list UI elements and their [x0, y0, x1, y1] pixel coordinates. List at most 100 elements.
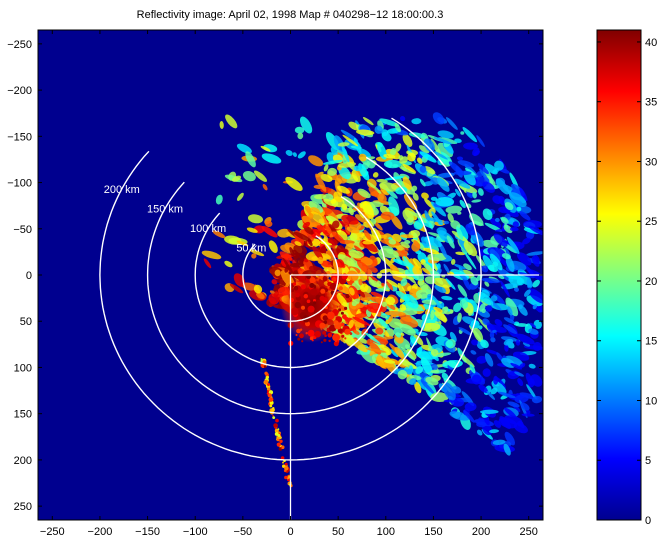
echo-cell [308, 213, 314, 219]
echo-cell [519, 362, 526, 369]
echo-cell [470, 276, 479, 286]
echo-cell [472, 191, 477, 199]
colorbar: 0 5 10 15 20 25 30 35 40 [596, 29, 657, 527]
echo-core-cell [323, 338, 327, 342]
echo-cell [424, 235, 442, 248]
echo-cell [236, 192, 244, 201]
range-ring-overlay: 50 km 100 km 150 km 200 km [99, 117, 543, 520]
echo-cell [314, 193, 327, 200]
echo-cell [464, 402, 477, 412]
echo-core-cell [303, 294, 308, 299]
echo-cell [425, 376, 439, 386]
echo-core-cell [328, 324, 336, 332]
echo-cell [403, 256, 411, 269]
range-ring [242, 235, 339, 322]
echo-cell [480, 339, 489, 349]
echo-core-cell [322, 276, 328, 282]
echo-cell [443, 263, 450, 274]
echo-cell [388, 196, 400, 216]
echo-cell [394, 347, 405, 359]
echo-cell [297, 151, 306, 159]
echo-streak-cell [263, 365, 267, 368]
y-axis: −250 −200 −150 −100 −50 0 50 100 150 200 250 [7, 39, 543, 513]
echo-core-cell [344, 306, 348, 310]
echo-cell [327, 237, 338, 246]
echo-cell [520, 402, 530, 411]
echo-cell [480, 409, 499, 415]
colorbar-frame [596, 29, 642, 521]
echo-cell [432, 352, 452, 358]
echo-cell [418, 145, 430, 154]
echo-cell [399, 116, 406, 122]
echo-cell [473, 150, 481, 157]
echo-cell [348, 121, 361, 131]
echo-cell [380, 211, 395, 221]
echo-cell [394, 122, 402, 133]
echo-cell [317, 256, 324, 265]
echo-streak-cell [272, 407, 275, 410]
echo-cell [367, 181, 382, 195]
echo-cell [413, 240, 421, 249]
echo-cell [514, 287, 519, 292]
echo-cell [334, 178, 342, 185]
echo-core-cell [290, 307, 299, 316]
echo-core-cell [337, 328, 343, 334]
chart-title: Reflectivity image: April 02, 1998 Map #… [137, 9, 444, 21]
echo-cell [268, 240, 278, 253]
echo-cell [466, 193, 473, 198]
echo-cell [383, 153, 396, 159]
x-tick-label: 0 [287, 526, 293, 538]
echo-streak-cell [267, 387, 271, 391]
colorbar-tick-label: 5 [645, 455, 651, 467]
echo-core-cell [299, 333, 304, 339]
echo-cell [372, 172, 379, 178]
echo-cell [247, 214, 264, 224]
echo-cell [332, 220, 340, 229]
echo-cell [358, 278, 363, 286]
echo-cell [446, 235, 455, 249]
echo-cell [363, 229, 372, 241]
echo-cell [413, 334, 424, 346]
echo-cell [430, 369, 440, 374]
echo-cell [463, 263, 472, 271]
echo-cell [342, 134, 359, 147]
echo-cell [399, 156, 408, 164]
echo-cell [454, 264, 466, 270]
echo-cell [236, 143, 252, 154]
echo-cell [212, 230, 226, 239]
echo-streak-cell [284, 475, 288, 480]
echo-cell [489, 429, 499, 434]
echo-core-cell [322, 315, 328, 321]
echo-core-cell [328, 339, 331, 343]
echo-cell [327, 167, 337, 176]
echo-core-cell [320, 341, 323, 344]
echo-cell [407, 152, 416, 162]
echo-cell [523, 263, 536, 278]
echo-core-cell [320, 288, 326, 294]
echo-cell [421, 192, 429, 200]
echo-core-cell [297, 337, 301, 341]
echo-streak-cell [284, 466, 289, 471]
echo-cell [442, 382, 456, 401]
echo-core-cell [296, 328, 301, 334]
range-ring [146, 156, 435, 415]
x-tick-label: −50 [234, 526, 253, 538]
y-tick-label: −250 [7, 39, 32, 51]
echo-cell [365, 348, 387, 353]
echo-cell [229, 283, 244, 294]
echo-cell [402, 209, 414, 223]
echo-cell [441, 306, 449, 314]
echo-cell [433, 151, 448, 160]
echo-cell [476, 421, 487, 428]
echo-cell [423, 138, 435, 152]
echo-cell [437, 130, 454, 139]
echo-core-cell [329, 282, 337, 291]
echo-cell [381, 129, 389, 137]
y-tick-label: 0 [26, 270, 32, 282]
echo-cell [514, 394, 529, 404]
y-tick-label: 100 [14, 362, 32, 374]
echo-cell [482, 181, 495, 193]
echo-cell [505, 355, 524, 367]
echo-cell [246, 227, 258, 233]
echo-cell [330, 199, 337, 204]
